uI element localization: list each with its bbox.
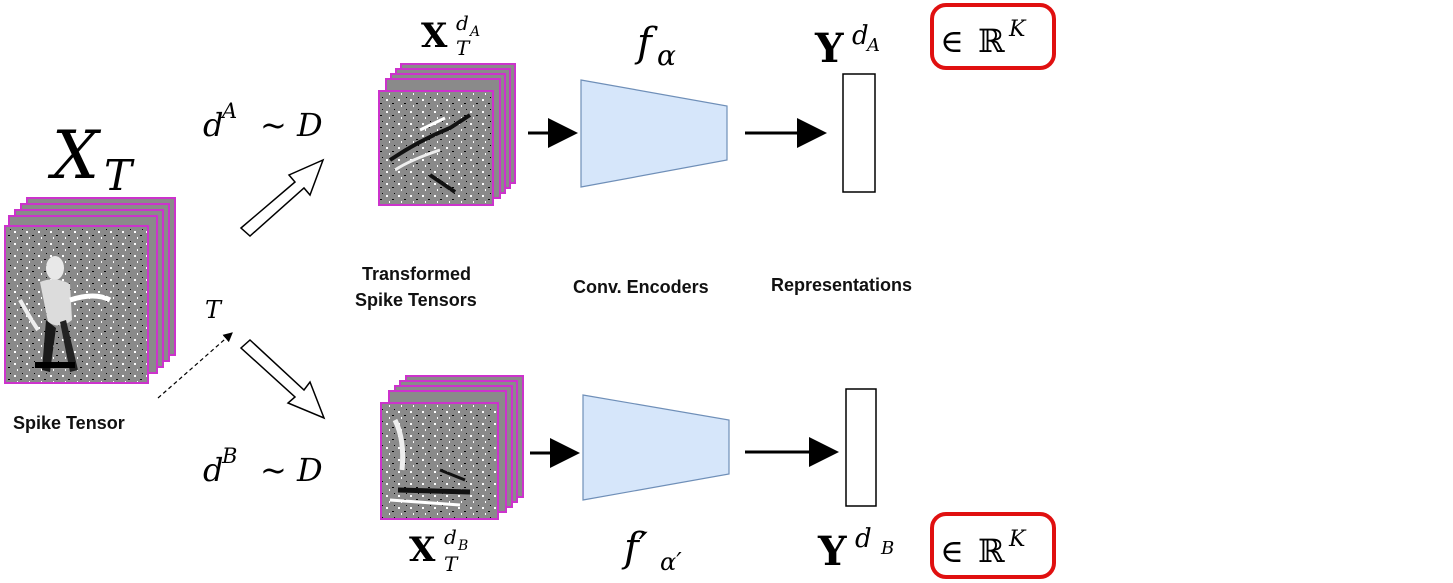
input-event-silhouette (18, 256, 112, 372)
encoders-label: Conv. Encoders (573, 277, 709, 297)
svg-text:d: d (456, 11, 469, 35)
sample-a-label: d A ~ D (203, 99, 323, 144)
svg-text:K: K (1008, 527, 1027, 552)
svg-text:∈: ∈ (940, 532, 964, 570)
svg-text:d: d (855, 524, 872, 554)
yb-label: Y d B (817, 524, 894, 575)
svg-text:A: A (865, 35, 880, 56)
svg-text:X: X (409, 530, 436, 570)
input-tensor-label: X T (47, 117, 135, 200)
rk-highlight-bottom: ∈ ℝ K (930, 512, 1056, 579)
transformed-tensor-a-stack (378, 63, 516, 206)
svg-text:ℝ: ℝ (978, 532, 1005, 570)
t-label: T (205, 296, 223, 324)
svg-text:f: f (634, 20, 658, 66)
svg-text:Y: Y (814, 25, 844, 72)
svg-text:d: d (852, 21, 869, 51)
svg-text:T: T (456, 36, 471, 60)
svg-text:∈: ∈ (940, 22, 964, 60)
svg-text:d: d (444, 525, 457, 549)
representation-b (845, 388, 877, 507)
xt-sub: T (104, 151, 135, 200)
svg-text:B: B (880, 538, 894, 559)
svg-text:~ D: ~ D (260, 106, 323, 144)
svg-text:α′: α′ (660, 548, 682, 576)
dashed-t-arrow (157, 332, 233, 399)
representation-a (842, 73, 876, 193)
svg-text:A: A (220, 99, 237, 123)
ya-label: Y d A (814, 21, 880, 72)
xb-label: X d B T (409, 525, 468, 576)
xt-base: X (47, 117, 102, 194)
hollow-arrow-up (239, 158, 325, 238)
sample-b-label: d B ~ D (203, 444, 323, 489)
svg-text:X: X (421, 16, 448, 56)
encoder-b (582, 394, 730, 501)
svg-text:α: α (657, 39, 676, 72)
svg-text:~ D: ~ D (260, 451, 323, 489)
svg-text:K: K (1008, 17, 1027, 42)
svg-text:B: B (221, 444, 237, 468)
transformed-label-line1: Transformed (362, 264, 471, 284)
svg-text:d: d (203, 451, 223, 489)
input-spike-tensor-stack (4, 197, 176, 384)
f-alpha-label: f α (634, 20, 676, 72)
transformed-tensor-b-stack (380, 375, 524, 520)
svg-text:ℝ: ℝ (978, 22, 1005, 60)
svg-text:A: A (468, 24, 480, 40)
svg-text:f′: f′ (621, 525, 648, 571)
encoder-a (580, 79, 728, 188)
spike-tensor-label: Spike Tensor (13, 413, 125, 433)
transformed-label-line2: Spike Tensors (355, 290, 477, 310)
xa-label: X d A T (421, 11, 480, 60)
rk-highlight-top: ∈ ℝ K (930, 3, 1056, 70)
f-alpha-prime-label: f′ α′ (621, 525, 682, 576)
svg-text:Y: Y (817, 528, 847, 575)
svg-text:d: d (203, 106, 223, 144)
hollow-arrow-down (239, 338, 326, 420)
svg-text:T: T (444, 552, 459, 576)
representations-label: Representations (771, 275, 912, 295)
svg-text:B: B (457, 538, 468, 554)
